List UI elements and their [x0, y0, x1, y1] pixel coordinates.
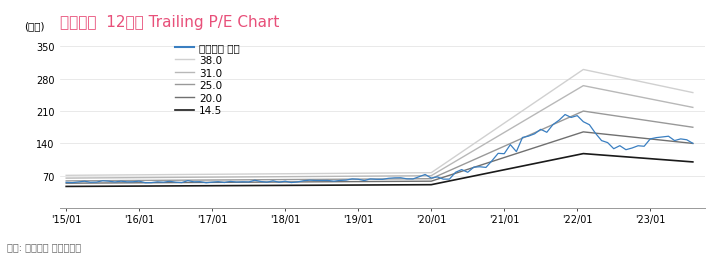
Text: 자료: 키움증권 리서치센터: 자료: 키움증권 리서치센터	[7, 242, 81, 251]
Legend: 리노공업 주가, 38.0, 31.0, 25.0, 20.0, 14.5: 리노공업 주가, 38.0, 31.0, 25.0, 20.0, 14.5	[175, 43, 240, 116]
Text: (전원): (전원)	[24, 21, 45, 31]
Text: 리노공업  12개월 Trailing P/E Chart: 리노공업 12개월 Trailing P/E Chart	[60, 15, 279, 30]
